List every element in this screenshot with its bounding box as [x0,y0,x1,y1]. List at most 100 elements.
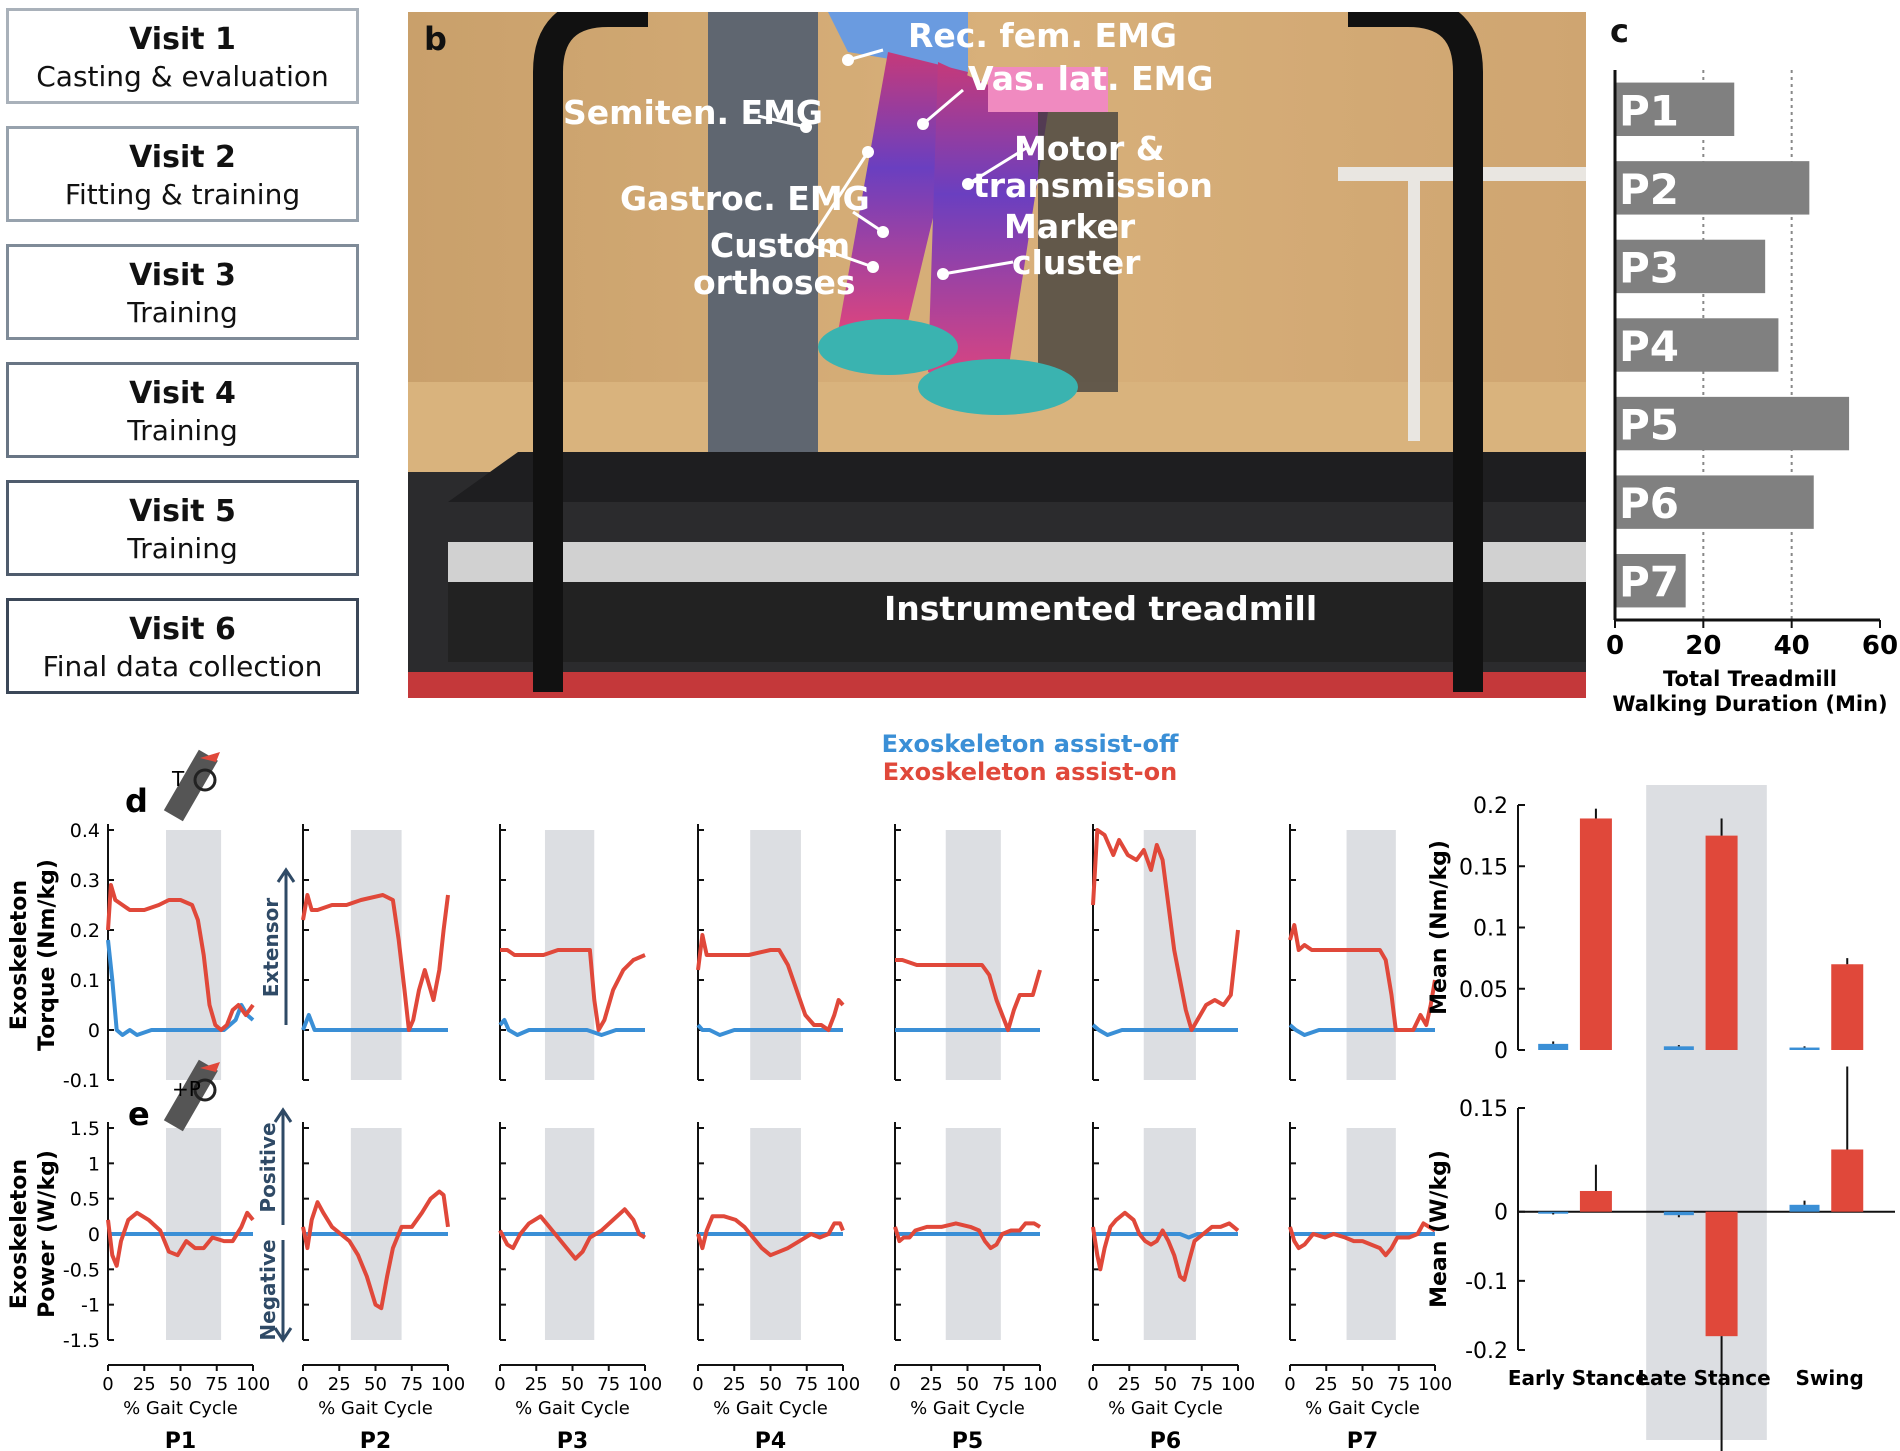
label-motor: Motor & [1014,129,1165,168]
series-assist-on [500,948,646,1032]
x-tick-label: 75 [1190,1374,1213,1395]
series-assist-on [301,893,450,1032]
extensor-arrowhead [276,867,296,883]
visit-title: Visit 5 [129,494,236,529]
x-tick-label: 50 [169,1374,192,1395]
stance-shade [1143,830,1196,1080]
bar-P3 [1615,239,1766,294]
visit-title: Visit 3 [129,258,236,293]
y-tick-label: 0.4 [70,820,100,842]
y-axis-label-torque: Exoskeleton Torque (Nm/kg) [7,859,60,1051]
series-assist-on [1288,923,1437,1032]
visit-title: Visit 6 [129,612,236,647]
stance-shade [350,830,402,1080]
x-axis-label: % Gait Cycle [910,1398,1025,1419]
y-tick-label: -0.1 [63,1070,100,1092]
x-axis-label: % Gait Cycle [1108,1398,1223,1419]
torque-icon: T [163,749,220,822]
label-custom: Custom [710,226,850,265]
icon-gear [193,1078,217,1102]
y-tick-label: 0 [88,1020,100,1042]
x-tick-label: 0 [692,1374,703,1395]
bar-P5 [1615,396,1850,451]
custom-orthosis [1038,112,1118,392]
x-tick-label: 60 [1862,631,1898,661]
bar-assist-off-Early Stance [1538,1043,1569,1050]
visit-subtitle: Casting & evaluation [36,60,329,93]
y-tick-label: 0.15 [1459,1097,1508,1122]
x-tick-label: 25 [723,1374,746,1395]
series-assist-on [106,883,255,1032]
bar-assist-off-Swing [1789,1204,1820,1212]
bar-P6 [1615,475,1814,529]
x-tick-label: 0 [1087,1374,1098,1395]
chart-treadmill-duration: P1 P2 P3 P4 P5 P6 P7 0 20 40 60 Total TreadmillWalk… [1606,70,1898,716]
x-tick-label: 100 [826,1374,860,1395]
category-label: Late Stance [1637,1366,1770,1390]
legend: Exoskeleton assist-off Exoskeleton assis… [820,730,1240,786]
x-tick-label: 75 [992,1374,1015,1395]
y-tick-label: 0.05 [1459,978,1508,1003]
treadmill-belt [448,452,1586,502]
x-tick-label: 75 [597,1374,620,1395]
bar-P2 [1615,161,1810,215]
series-assist-on [696,1214,845,1258]
bar-assist-on-Swing [1831,964,1864,1050]
treadmill-rail [448,542,1586,582]
extensor-label: Extensor [259,898,283,998]
series-assist-on [498,1207,647,1261]
y-tick-label: -1.5 [63,1330,100,1352]
visit-subtitle: Fitting & training [64,178,301,211]
visit-subtitle: Training [127,532,238,565]
x-tick-label: 40 [1774,631,1810,661]
stance-shade [1346,830,1396,1080]
label-rec-fem-emg: Rec. fem. EMG [908,16,1177,55]
y-tick-label: 0.2 [1473,794,1508,819]
bar-P7 [1615,554,1686,608]
bar-assist-off-Swing [1789,1047,1820,1050]
stance-shade [166,830,222,1080]
right-shoe [918,359,1078,415]
series-assist-off [696,1023,843,1037]
series-assist-on [1288,1221,1437,1258]
subplot-power-P4 [696,1122,845,1341]
x-tick-label: 100 [236,1374,270,1395]
icon-shank [163,749,218,822]
panel-letter-c: c [1610,12,1629,50]
x-tick-label: 100 [1023,1374,1057,1395]
pink-wrap [988,67,1108,112]
x-axis-label: % Gait Cycle [318,1398,433,1419]
series-assist-on [1091,828,1240,1032]
subplot-torque-P3 [498,824,646,1081]
visit-box-4: Visit 4 Training [6,362,359,458]
label-instrumented-treadmill: Instrumented treadmill [884,589,1317,628]
visit-subtitle: Training [127,414,238,447]
icon-gear [193,768,217,792]
label-cluster: cluster [1012,243,1141,282]
x-tick-label: 50 [759,1374,782,1395]
y-tick-label: -0.5 [63,1259,100,1281]
x-tick-label: 100 [431,1374,465,1395]
series-assist-off [1091,1023,1238,1037]
legend-assist-off: Exoskeleton assist-off [881,730,1179,758]
x-axis-label-line2: Walking Duration (Min) [1612,692,1887,716]
power-icon: +P [163,1059,220,1132]
participant-label: P1 [165,1429,196,1451]
series-assist-on [696,933,845,1032]
y-tick-label: 0.2 [70,920,100,942]
x-tick-label: 20 [1685,631,1721,661]
participant-label: P3 [557,1429,588,1451]
x-axis-label-line1: Total Treadmill [1663,667,1837,691]
subplot-torque-P5 [894,824,1042,1081]
bar-label-P2: P2 [1619,165,1679,214]
bar-assist-on-Swing [1831,1149,1864,1212]
right-leg [928,62,1048,392]
x-tick-label: 0 [297,1374,308,1395]
x-tick-label: 75 [1387,1374,1410,1395]
bar-P1 [1615,82,1735,136]
x-tick-label: 50 [561,1374,584,1395]
y-tick-label: 1 [88,1153,100,1175]
x-tick-label: 75 [205,1374,228,1395]
x-tick-label: 100 [1221,1374,1255,1395]
subplot-power-P7 [1288,1122,1437,1341]
